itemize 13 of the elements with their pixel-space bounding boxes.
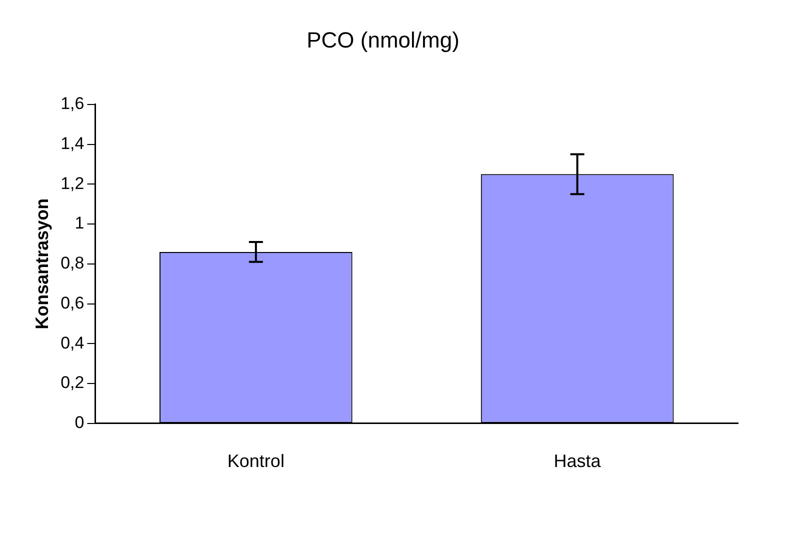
y-tick-label: 0 — [74, 413, 84, 432]
y-tick-label: 0,4 — [60, 333, 84, 352]
y-tick-label: 1,2 — [60, 174, 84, 193]
y-tick-label: 0,8 — [60, 254, 84, 273]
y-axis-title: Konsantrasyon — [32, 198, 52, 330]
y-tick-label: 0,6 — [60, 293, 84, 312]
y-tick-label: 1,4 — [60, 134, 84, 153]
x-tick-label: Hasta — [554, 451, 602, 472]
chart-title: PCO (nmol/mg) — [306, 27, 460, 52]
y-tick-label: 0,2 — [60, 373, 84, 392]
y-tick-label: 1,6 — [60, 94, 84, 114]
y-tick-label: 1 — [74, 214, 84, 233]
x-tick-label: Kontrol — [227, 451, 284, 472]
